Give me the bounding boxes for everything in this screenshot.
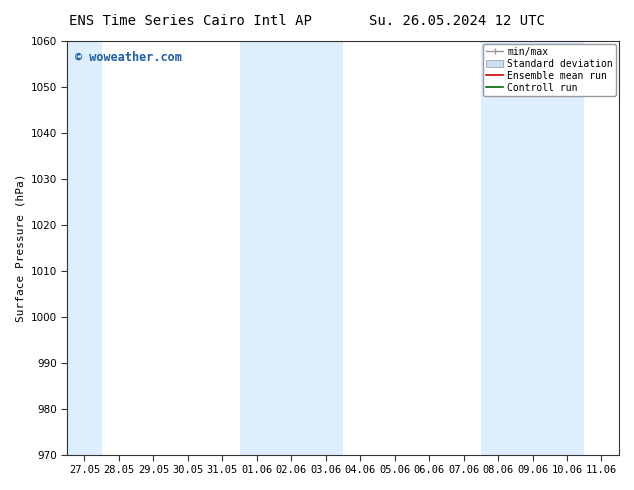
Bar [481, 41, 585, 455]
Text: © woweather.com: © woweather.com [75, 51, 183, 64]
Text: Su. 26.05.2024 12 UTC: Su. 26.05.2024 12 UTC [368, 14, 545, 28]
Y-axis label: Surface Pressure (hPa): Surface Pressure (hPa) [15, 173, 25, 322]
Bar [67, 41, 101, 455]
Text: ENS Time Series Cairo Intl AP: ENS Time Series Cairo Intl AP [68, 14, 312, 28]
Legend: min/max, Standard deviation, Ensemble mean run, Controll run: min/max, Standard deviation, Ensemble me… [483, 44, 616, 96]
Bar [240, 41, 343, 455]
